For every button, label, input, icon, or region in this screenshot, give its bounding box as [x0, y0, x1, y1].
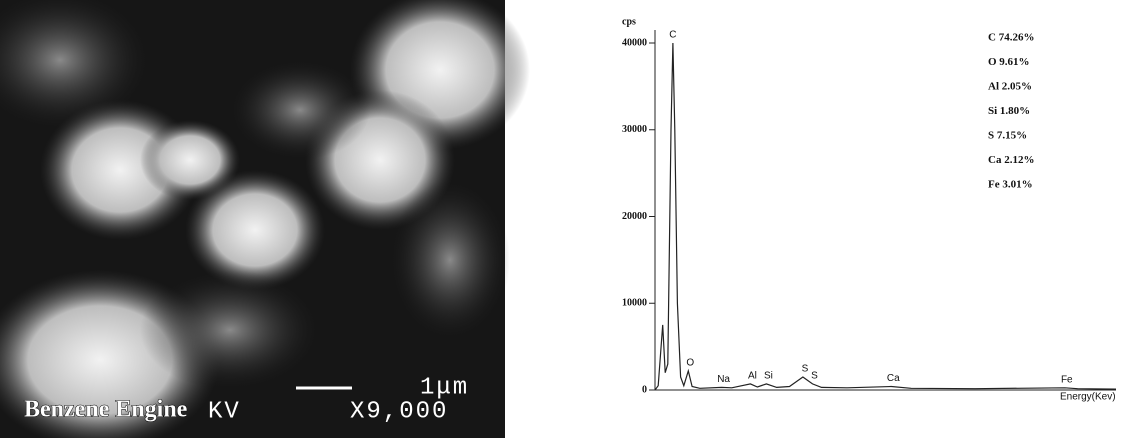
composition-entry: S 7.15% — [988, 130, 1027, 142]
y-tick-label: 10000 — [622, 298, 647, 309]
y-axis-label: cps — [622, 16, 636, 27]
composition-entry: O 9.61% — [988, 56, 1030, 68]
peak-label: Al — [748, 371, 757, 382]
sem-kv: KV — [208, 398, 241, 425]
peak-label: C — [669, 30, 676, 41]
peak-label: S — [802, 364, 809, 375]
composition-entry: C 74.26% — [988, 32, 1034, 44]
y-tick-label: 40000 — [622, 37, 647, 48]
peak-label: Na — [717, 374, 730, 385]
sem-image: Benzene Engine KV 1μm X9,000 — [0, 0, 530, 438]
composition-entry: Si 1.80% — [988, 105, 1030, 117]
page: Benzene Engine KV 1μm X9,000 cps Energy(K… — [0, 0, 1122, 438]
composition-entry: Al 2.05% — [988, 81, 1032, 93]
composition-entry: Fe 3.01% — [988, 179, 1033, 191]
y-tick-label: 20000 — [622, 211, 647, 222]
composition-entry: Ca 2.12% — [988, 154, 1034, 166]
eds-chart: cps Energy(Kev) 0 10000 20000 30000 40000 C O Na A… — [622, 16, 1116, 402]
peak-label: Si — [764, 371, 773, 382]
peak-label: O — [686, 358, 694, 369]
y-tick-label: 0 — [642, 384, 647, 395]
peak-label: Ca — [887, 373, 900, 384]
y-tick-label: 30000 — [622, 124, 647, 135]
spectrum-line — [655, 43, 1116, 390]
peak-label: S — [811, 371, 818, 382]
figure: Benzene Engine KV 1μm X9,000 cps Energy(K… — [0, 0, 1122, 438]
sem-scale: 1μm — [420, 374, 469, 401]
sem-magnification: X9,000 — [350, 398, 448, 425]
x-axis-label: Energy(Kev) — [1060, 392, 1116, 403]
peak-label: Fe — [1061, 374, 1073, 385]
sem-caption: Benzene Engine — [24, 397, 188, 423]
